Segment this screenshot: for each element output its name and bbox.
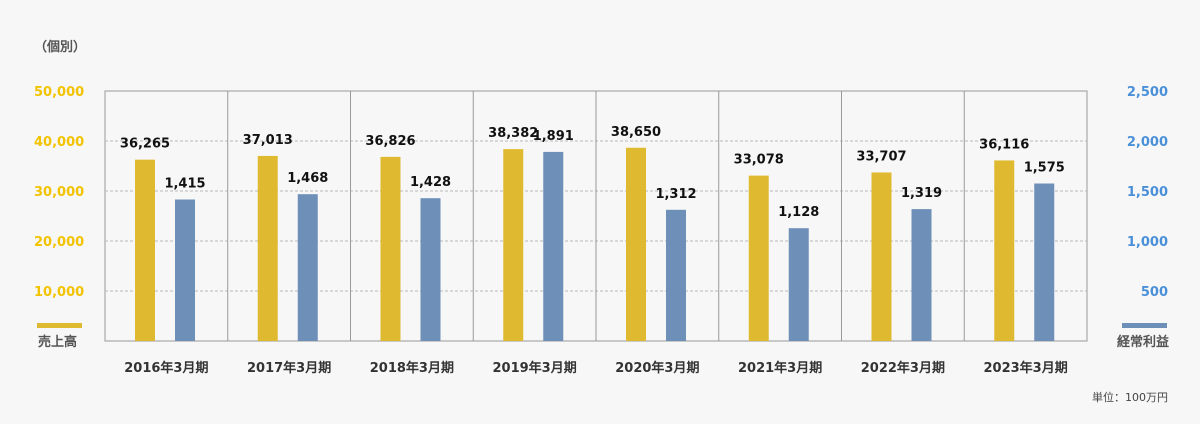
- right-tick-label: 1,500: [1127, 185, 1168, 200]
- category-label: 2023年3月期: [984, 360, 1068, 376]
- data-label-profit: 1,312: [655, 187, 696, 202]
- bar-sales: [257, 155, 278, 341]
- category-label: 2019年3月期: [493, 360, 577, 376]
- data-label-sales: 38,382: [488, 126, 538, 141]
- data-label-sales: 36,116: [979, 137, 1029, 152]
- bar-profit: [297, 194, 318, 341]
- data-label-profit: 1,891: [533, 129, 574, 144]
- category-label: 2022年3月期: [861, 360, 945, 376]
- data-label-profit: 1,468: [287, 171, 328, 186]
- data-label-profit: 1,128: [778, 205, 819, 220]
- right-tick-label: 2,000: [1127, 135, 1168, 150]
- bar-profit: [543, 151, 564, 341]
- data-label-sales: 33,707: [856, 149, 906, 164]
- scope-label: （個別）: [34, 39, 86, 55]
- category-label: 2020年3月期: [615, 360, 699, 376]
- left-tick-label: 20,000: [34, 235, 84, 250]
- legend-label-sales: 売上高: [38, 334, 77, 350]
- category-label: 2021年3月期: [738, 360, 822, 376]
- bar-profit: [420, 198, 441, 341]
- bar-profit: [911, 209, 932, 341]
- data-label-profit: 1,428: [410, 175, 451, 190]
- bar-profit: [175, 199, 195, 341]
- bar-sales: [626, 147, 646, 341]
- right-tick-label: 2,500: [1127, 85, 1168, 100]
- left-tick-label: 50,000: [34, 85, 84, 100]
- right-tick-label: 500: [1141, 285, 1168, 300]
- category-label: 2016年3月期: [124, 360, 208, 376]
- bar-sales: [380, 156, 401, 341]
- bar-profit: [788, 228, 809, 341]
- data-label-profit: 1,415: [164, 177, 205, 192]
- category-label: 2017年3月期: [247, 360, 331, 376]
- bar-sales: [503, 149, 524, 341]
- legend-swatch-sales: [37, 323, 82, 328]
- bar-sales: [135, 159, 155, 341]
- bar-sales: [994, 160, 1015, 341]
- left-tick-label: 10,000: [34, 285, 84, 300]
- data-label-sales: 37,013: [243, 133, 293, 148]
- data-label-sales: 33,078: [734, 153, 784, 168]
- right-tick-label: 1,000: [1127, 235, 1168, 250]
- data-label-profit: 1,575: [1024, 161, 1065, 176]
- category-label: 2018年3月期: [370, 360, 454, 376]
- data-label-sales: 38,650: [611, 125, 661, 140]
- unit-label: 単位：100万円: [1092, 390, 1168, 404]
- data-label-sales: 36,826: [365, 134, 415, 149]
- left-tick-label: 30,000: [34, 185, 84, 200]
- data-label-profit: 1,319: [901, 186, 942, 201]
- bar-profit: [1034, 183, 1055, 341]
- left-tick-label: 40,000: [34, 135, 84, 150]
- bar-sales: [748, 175, 769, 341]
- legend-label-profit: 経常利益: [1117, 334, 1169, 350]
- data-label-sales: 36,265: [120, 137, 170, 152]
- bar-profit: [666, 209, 686, 341]
- bar-sales: [871, 172, 892, 341]
- legend-swatch-profit: [1122, 323, 1167, 328]
